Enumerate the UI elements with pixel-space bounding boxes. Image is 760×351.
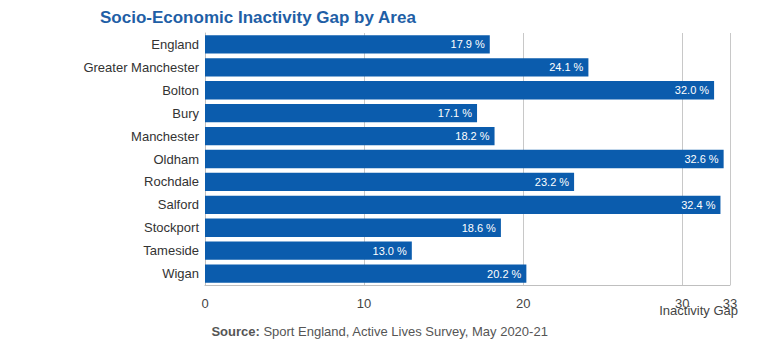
svg-text:30: 30 xyxy=(675,296,689,311)
svg-text:18.2 %: 18.2 % xyxy=(455,130,489,142)
svg-text:Salford: Salford xyxy=(158,197,199,212)
svg-text:13.0 %: 13.0 % xyxy=(373,245,407,257)
svg-text:Sport England, Active Lives Su: Sport England, Active Lives Survey, May … xyxy=(260,324,548,339)
svg-text:Bury: Bury xyxy=(172,106,199,121)
svg-text:Rochdale: Rochdale xyxy=(144,174,199,189)
svg-text:10: 10 xyxy=(357,296,371,311)
svg-text:20: 20 xyxy=(516,296,530,311)
svg-text:Stockport: Stockport xyxy=(144,220,199,235)
svg-text:18.6 %: 18.6 % xyxy=(462,222,496,234)
svg-text:Greater Manchester: Greater Manchester xyxy=(83,60,199,75)
svg-text:24.1 %: 24.1 % xyxy=(549,61,583,73)
svg-text:Wigan: Wigan xyxy=(162,266,199,281)
svg-text:Bolton: Bolton xyxy=(162,83,199,98)
svg-text:17.9 %: 17.9 % xyxy=(451,38,485,50)
svg-text:17.1 %: 17.1 % xyxy=(438,107,472,119)
svg-text:Manchester: Manchester xyxy=(131,129,200,144)
svg-text:20.2 %: 20.2 % xyxy=(487,268,521,280)
svg-text:32.6 %: 32.6 % xyxy=(684,153,718,165)
svg-text:23.2 %: 23.2 % xyxy=(535,176,569,188)
svg-text:32.0 %: 32.0 % xyxy=(675,84,709,96)
svg-text:Oldham: Oldham xyxy=(153,152,199,167)
svg-text:0: 0 xyxy=(201,296,208,311)
svg-text:Inactivity Gap: Inactivity Gap xyxy=(659,303,738,318)
svg-text:32.4 %: 32.4 % xyxy=(681,199,715,211)
svg-text:33: 33 xyxy=(723,296,737,311)
svg-text:England: England xyxy=(151,37,199,52)
svg-text:Socio-Economic Inactivity Gap: Socio-Economic Inactivity Gap by Area xyxy=(100,8,416,27)
svg-text:Tameside: Tameside xyxy=(143,243,199,258)
svg-text:Source:: Source: xyxy=(211,324,259,339)
